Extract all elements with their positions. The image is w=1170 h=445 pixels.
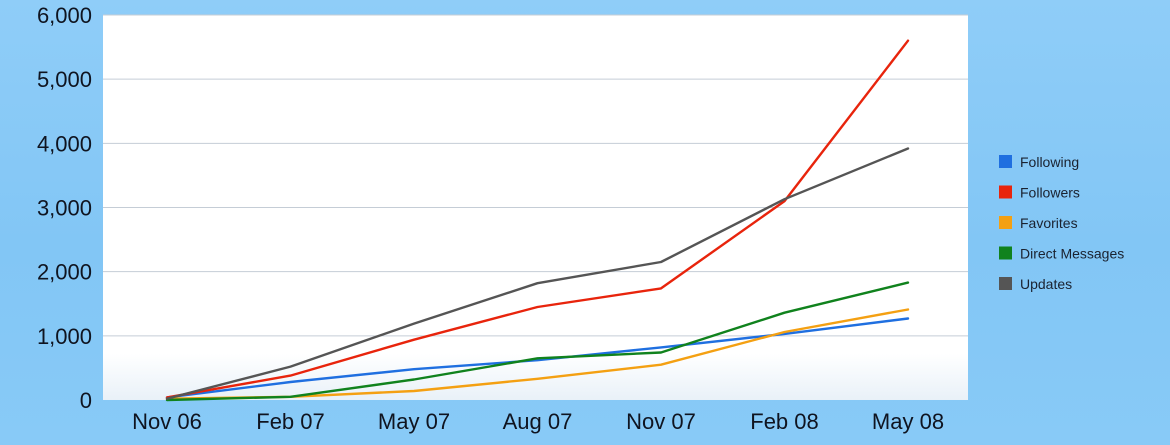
legend-swatch-following xyxy=(999,155,1012,168)
x-axis-ticks: Nov 06 Feb 07 May 07 Aug 07 Nov 07 Feb 08 May … xyxy=(132,409,944,434)
y-tick-label: 0 xyxy=(80,388,92,413)
series-lines xyxy=(165,39,910,402)
x-tick-label: Feb 08 xyxy=(750,409,819,434)
legend-label-followers: Followers xyxy=(1020,185,1080,201)
series-line-updates xyxy=(165,147,910,400)
y-axis-ticks: 0 1,000 2,000 3,000 4,000 5,000 6,000 xyxy=(37,3,92,413)
x-tick-label: Aug 07 xyxy=(503,409,573,434)
y-tick-label: 3,000 xyxy=(37,196,92,221)
x-tick-label: May 07 xyxy=(378,409,450,434)
x-tick-label: Nov 07 xyxy=(626,409,696,434)
series-line-direct-messages xyxy=(165,281,910,402)
y-tick-label: 6,000 xyxy=(37,3,92,28)
x-tick-label: May 08 xyxy=(872,409,944,434)
legend-label-direct-messages: Direct Messages xyxy=(1020,246,1124,262)
legend-swatch-direct-messages xyxy=(999,246,1012,260)
y-tick-label: 2,000 xyxy=(37,260,92,285)
x-tick-label: Feb 07 xyxy=(256,409,325,434)
legend-swatch-favorites xyxy=(999,216,1012,229)
x-tick-label: Nov 06 xyxy=(132,409,202,434)
y-tick-label: 4,000 xyxy=(37,131,92,156)
legend-swatch-updates xyxy=(999,277,1012,290)
series-line-following xyxy=(165,317,910,399)
gridlines xyxy=(103,14,968,337)
legend-label-updates: Updates xyxy=(1020,276,1072,292)
series-line-followers xyxy=(165,39,910,399)
legend: Following Followers Favorites Direct Messag… xyxy=(999,154,1124,292)
y-tick-label: 1,000 xyxy=(37,324,92,349)
legend-label-following: Following xyxy=(1020,154,1079,170)
y-tick-label: 5,000 xyxy=(37,67,92,92)
legend-swatch-followers xyxy=(999,185,1012,199)
legend-label-favorites: Favorites xyxy=(1020,215,1078,231)
